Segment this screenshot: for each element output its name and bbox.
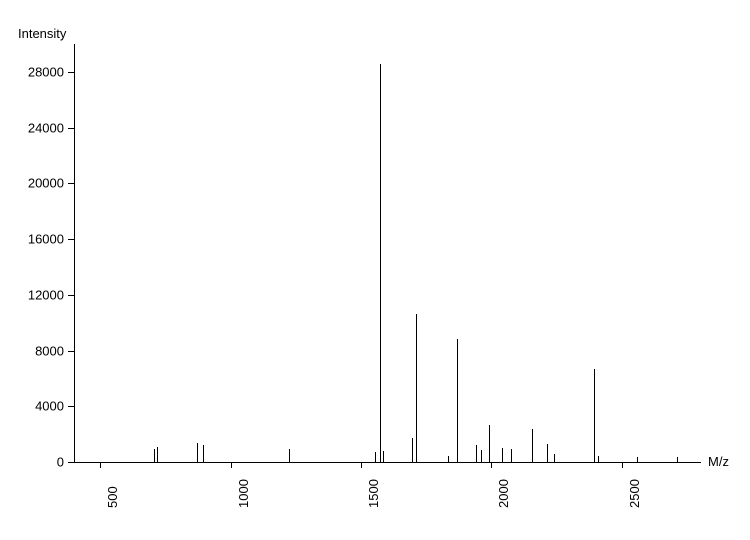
x-tick-label: 1000 <box>236 479 251 508</box>
y-tick <box>68 462 74 463</box>
peak-line <box>154 449 155 462</box>
peak-line <box>677 457 678 462</box>
peak-line <box>481 450 482 462</box>
x-tick <box>622 462 623 468</box>
y-tick <box>68 72 74 73</box>
chart-canvas: Intensity M/z 0 4000 8000 12000 16000 20000 24… <box>0 0 750 540</box>
peak-line <box>532 429 533 462</box>
x-tick-label: 2000 <box>496 479 511 508</box>
peak-line <box>157 447 158 462</box>
peak-line <box>489 425 490 462</box>
peak-line <box>554 454 555 462</box>
peak-line <box>476 445 477 462</box>
x-tick-label: 2500 <box>627 479 642 508</box>
y-tick <box>68 406 74 407</box>
peak-line <box>457 339 458 462</box>
y-tick-label: 4000 <box>8 399 64 414</box>
y-tick-label: 16000 <box>8 232 64 247</box>
y-tick-label: 12000 <box>8 287 64 302</box>
x-tick-label: 500 <box>105 486 120 508</box>
peak-line <box>547 444 548 462</box>
x-tick <box>361 462 362 468</box>
y-tick-label: 0 <box>8 455 64 470</box>
y-tick <box>68 128 74 129</box>
peak-line <box>448 456 449 462</box>
y-tick-label: 8000 <box>8 343 64 358</box>
y-tick <box>68 295 74 296</box>
x-axis-title: M/z <box>708 454 729 469</box>
peak-line <box>502 448 503 462</box>
peak-line <box>637 457 638 462</box>
peak-line <box>383 451 384 462</box>
y-tick <box>68 351 74 352</box>
y-tick-label: 20000 <box>8 176 64 191</box>
plot-axes-border <box>74 44 701 463</box>
peak-line <box>375 452 376 462</box>
y-tick <box>68 183 74 184</box>
peak-line <box>197 443 198 462</box>
y-tick <box>68 239 74 240</box>
y-axis-title: Intensity <box>18 26 66 41</box>
x-tick <box>100 462 101 468</box>
x-tick <box>231 462 232 468</box>
peak-line <box>594 369 595 462</box>
peak-line <box>598 456 599 462</box>
y-tick-label: 28000 <box>8 64 64 79</box>
peak-line <box>380 64 381 462</box>
x-tick-label: 1500 <box>366 479 381 508</box>
y-tick-label: 24000 <box>8 120 64 135</box>
peak-line <box>289 449 290 462</box>
peak-line <box>511 449 512 462</box>
x-tick <box>491 462 492 468</box>
peak-line <box>203 445 204 462</box>
peak-line <box>416 314 417 462</box>
peak-line <box>412 438 413 462</box>
